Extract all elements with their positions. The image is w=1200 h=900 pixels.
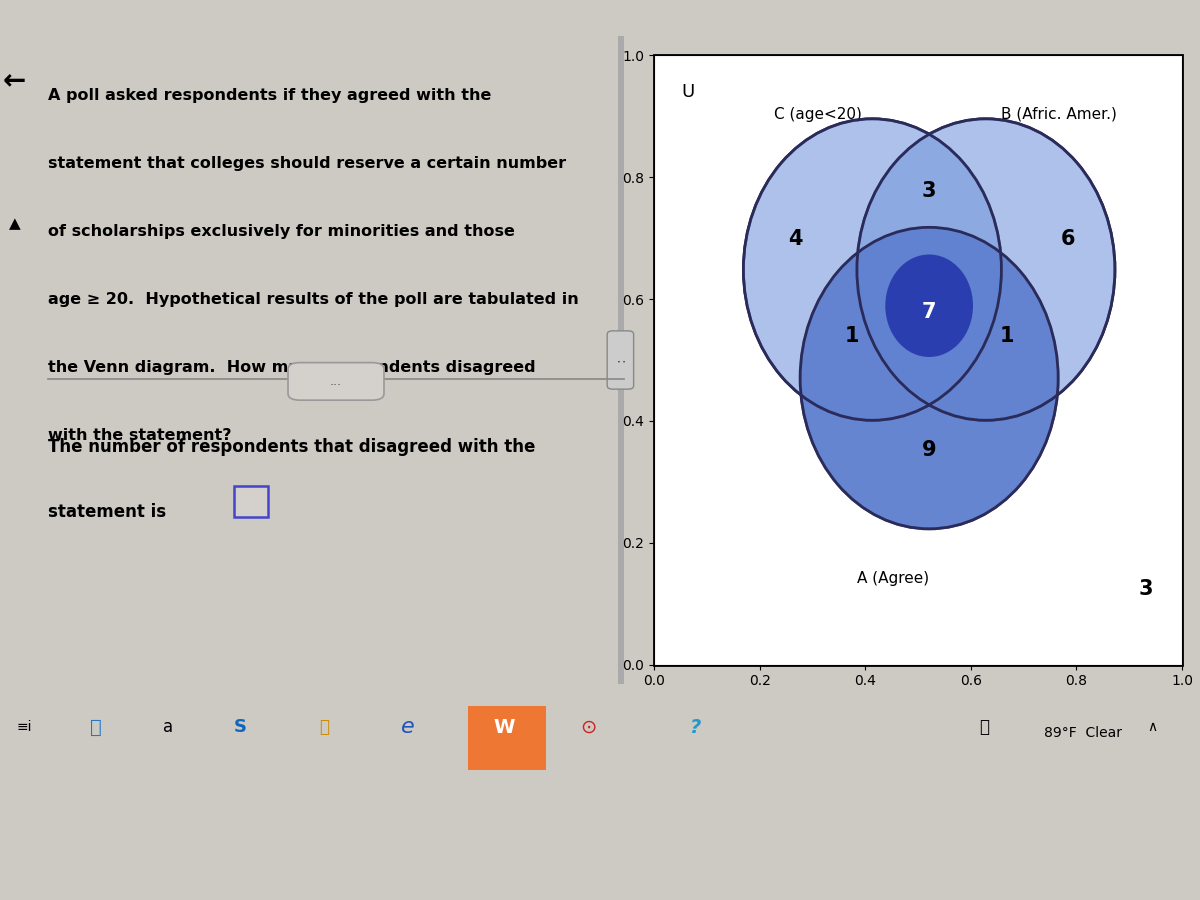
Circle shape (886, 255, 973, 357)
Text: A (Agree): A (Agree) (857, 572, 929, 586)
Text: W: W (493, 717, 515, 737)
Text: 3: 3 (1139, 579, 1153, 599)
Text: 1: 1 (1000, 326, 1014, 346)
FancyBboxPatch shape (288, 363, 384, 400)
Text: 1: 1 (845, 326, 859, 346)
Bar (468, 706, 546, 770)
Text: S: S (234, 718, 246, 736)
Text: ∧: ∧ (1147, 720, 1157, 734)
Text: 9: 9 (922, 440, 936, 461)
Text: ≡i: ≡i (17, 720, 31, 734)
Bar (654, 56, 1182, 664)
Text: ⬛: ⬛ (90, 717, 102, 737)
Circle shape (800, 228, 1058, 529)
Text: with the statement?: with the statement? (48, 428, 232, 443)
Text: e: e (401, 717, 415, 737)
Text: 7: 7 (922, 302, 936, 322)
Text: C (age<20): C (age<20) (774, 107, 863, 122)
Text: statement is: statement is (48, 502, 166, 520)
Text: 3: 3 (922, 181, 936, 202)
Text: ⊙: ⊙ (580, 717, 596, 737)
FancyBboxPatch shape (607, 331, 634, 389)
Text: U: U (682, 83, 695, 101)
Circle shape (744, 119, 1002, 420)
Circle shape (857, 119, 1115, 420)
Text: ▲: ▲ (8, 216, 20, 231)
Text: 🌙: 🌙 (979, 718, 989, 736)
Bar (234, 486, 268, 517)
Text: of scholarships exclusively for minorities and those: of scholarships exclusively for minoriti… (48, 224, 515, 238)
Text: 4: 4 (787, 230, 803, 249)
Circle shape (800, 228, 1058, 529)
Text: 🏠: 🏠 (319, 718, 329, 736)
Text: The number of respondents that disagreed with the: The number of respondents that disagreed… (48, 437, 535, 455)
Text: age ≥ 20.  Hypothetical results of the poll are tabulated in: age ≥ 20. Hypothetical results of the po… (48, 292, 578, 307)
Text: a: a (163, 718, 173, 736)
Text: :: : (613, 357, 628, 363)
Text: B (Afric. Amer.): B (Afric. Amer.) (1002, 107, 1117, 122)
Text: the Venn diagram.  How many respondents disagreed: the Venn diagram. How many respondents d… (48, 360, 535, 375)
Text: ?: ? (690, 717, 702, 737)
Text: A poll asked respondents if they agreed with the: A poll asked respondents if they agreed … (48, 88, 491, 103)
Bar (618, 36, 624, 684)
Text: 89°F  Clear: 89°F Clear (1044, 725, 1122, 740)
Text: ←: ← (2, 68, 26, 95)
Text: 6: 6 (1061, 230, 1075, 249)
Text: ...: ... (330, 375, 342, 388)
Text: statement that colleges should reserve a certain number: statement that colleges should reserve a… (48, 156, 566, 171)
